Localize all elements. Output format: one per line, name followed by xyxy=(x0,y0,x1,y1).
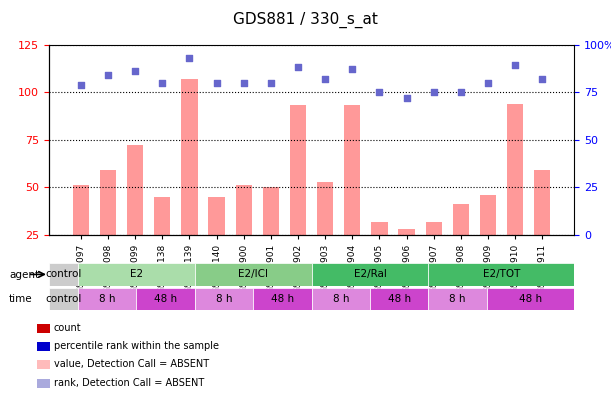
Bar xyxy=(507,104,523,235)
FancyBboxPatch shape xyxy=(370,288,428,310)
FancyBboxPatch shape xyxy=(253,288,312,310)
Text: GDS881 / 330_s_at: GDS881 / 330_s_at xyxy=(233,12,378,28)
FancyBboxPatch shape xyxy=(195,288,253,310)
Point xyxy=(375,89,384,96)
Bar xyxy=(480,195,496,235)
Point xyxy=(76,81,86,88)
Point xyxy=(212,79,222,86)
Text: count: count xyxy=(54,323,81,333)
FancyBboxPatch shape xyxy=(49,288,78,310)
Bar xyxy=(236,185,252,235)
Bar xyxy=(100,170,116,235)
Text: E2/ICI: E2/ICI xyxy=(238,269,268,279)
Point xyxy=(320,76,330,82)
Point xyxy=(456,89,466,96)
Point xyxy=(429,89,439,96)
Point xyxy=(348,66,357,72)
FancyBboxPatch shape xyxy=(312,263,428,286)
Text: E2/TOT: E2/TOT xyxy=(483,269,520,279)
Point xyxy=(158,79,167,86)
Point xyxy=(293,64,303,70)
Text: rank, Detection Call = ABSENT: rank, Detection Call = ABSENT xyxy=(54,378,204,388)
Bar xyxy=(73,185,89,235)
Bar xyxy=(208,197,225,235)
Point xyxy=(401,95,411,101)
Point xyxy=(103,72,113,78)
Bar xyxy=(127,145,144,235)
FancyBboxPatch shape xyxy=(195,263,312,286)
Text: 48 h: 48 h xyxy=(387,294,411,304)
Bar xyxy=(534,170,551,235)
FancyBboxPatch shape xyxy=(78,288,136,310)
Text: time: time xyxy=(9,294,33,304)
Bar xyxy=(154,197,170,235)
Bar xyxy=(426,222,442,235)
Bar xyxy=(371,222,387,235)
FancyBboxPatch shape xyxy=(136,288,195,310)
Text: 8 h: 8 h xyxy=(332,294,349,304)
Bar xyxy=(317,181,334,235)
Point xyxy=(239,79,249,86)
Text: 48 h: 48 h xyxy=(271,294,294,304)
Bar xyxy=(290,105,306,235)
Text: 8 h: 8 h xyxy=(449,294,466,304)
Bar xyxy=(181,79,197,235)
Point xyxy=(185,55,194,61)
Text: value, Detection Call = ABSENT: value, Detection Call = ABSENT xyxy=(54,360,209,369)
FancyBboxPatch shape xyxy=(312,288,370,310)
Text: 48 h: 48 h xyxy=(154,294,177,304)
FancyBboxPatch shape xyxy=(49,263,78,286)
Point xyxy=(538,76,547,82)
Text: agent: agent xyxy=(9,271,39,280)
Text: E2: E2 xyxy=(130,269,143,279)
Point xyxy=(130,68,140,75)
FancyBboxPatch shape xyxy=(78,263,195,286)
FancyBboxPatch shape xyxy=(428,288,487,310)
Text: control: control xyxy=(45,269,82,279)
Bar xyxy=(398,229,415,235)
Point xyxy=(483,79,493,86)
Text: percentile rank within the sample: percentile rank within the sample xyxy=(54,341,219,351)
Bar xyxy=(263,187,279,235)
Bar xyxy=(453,205,469,235)
Point xyxy=(510,62,520,69)
FancyBboxPatch shape xyxy=(487,288,574,310)
Text: 48 h: 48 h xyxy=(519,294,542,304)
Text: E2/Ral: E2/Ral xyxy=(354,269,386,279)
Bar xyxy=(344,105,360,235)
Text: control: control xyxy=(45,294,82,304)
Text: 8 h: 8 h xyxy=(99,294,115,304)
FancyBboxPatch shape xyxy=(428,263,574,286)
Point xyxy=(266,79,276,86)
Text: 8 h: 8 h xyxy=(216,294,232,304)
